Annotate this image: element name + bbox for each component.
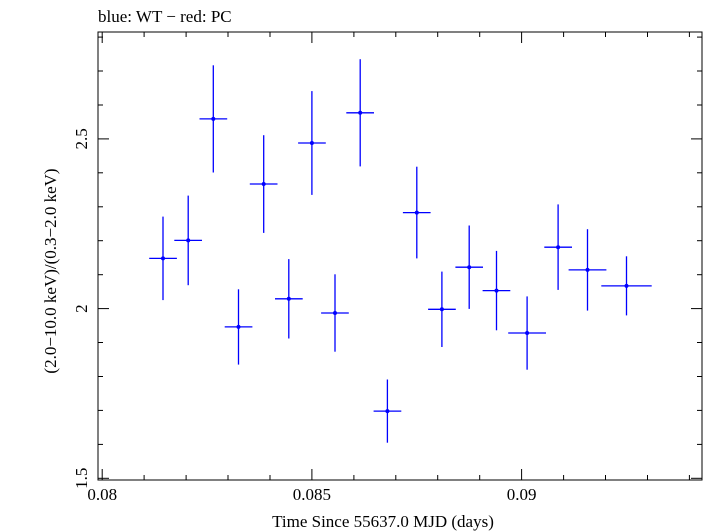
- point-marker: [414, 210, 419, 215]
- point-marker: [556, 245, 561, 250]
- x-tick-label: 0.08: [87, 485, 117, 504]
- point-marker: [385, 409, 390, 414]
- point-marker: [186, 238, 191, 243]
- data-point: [601, 256, 652, 316]
- data-point: [455, 225, 483, 309]
- point-marker: [161, 256, 165, 261]
- point-marker: [211, 116, 216, 121]
- data-point: [568, 229, 607, 311]
- data-point: [508, 296, 546, 370]
- point-marker: [286, 296, 291, 301]
- x-tick-label: 0.09: [507, 485, 537, 504]
- data-series: [149, 59, 652, 443]
- data-point: [174, 195, 202, 286]
- data-point: [249, 135, 278, 233]
- y-tick-label: 2.5: [72, 128, 91, 149]
- point-marker: [467, 265, 472, 270]
- x-axis-label: Time Since 55637.0 MJD (days): [272, 512, 494, 531]
- point-marker: [333, 311, 337, 315]
- data-point: [275, 259, 303, 339]
- data-point: [428, 271, 456, 347]
- chart-title: blue: WT − red: PC: [98, 7, 232, 26]
- y-axis: 1.5 2 2.5: [72, 36, 702, 489]
- point-marker: [309, 141, 314, 145]
- data-point: [149, 216, 177, 301]
- data-point: [321, 274, 349, 352]
- data-point: [224, 289, 253, 365]
- y-tick-label: 1.5: [72, 468, 91, 489]
- data-point: [373, 379, 402, 443]
- point-marker: [525, 331, 530, 335]
- y-axis-label: (2.0−10.0 keV)/(0.3−2.0 keV): [41, 168, 60, 373]
- data-point: [544, 204, 572, 290]
- data-point: [402, 166, 431, 259]
- x-tick-label: 0.085: [293, 485, 331, 504]
- point-marker: [261, 182, 266, 186]
- point-marker: [624, 283, 629, 288]
- y-tick-label: 2: [72, 304, 91, 313]
- point-marker: [358, 110, 363, 115]
- point-marker: [585, 267, 590, 272]
- point-marker: [439, 307, 444, 312]
- data-point: [298, 91, 326, 195]
- data-point: [199, 65, 228, 173]
- point-marker: [494, 288, 499, 293]
- plot-frame: [97, 31, 703, 481]
- point-marker: [236, 324, 241, 329]
- x-axis: 0.08 0.085 0.09: [87, 32, 690, 504]
- data-point: [346, 59, 374, 167]
- data-point: [482, 250, 511, 331]
